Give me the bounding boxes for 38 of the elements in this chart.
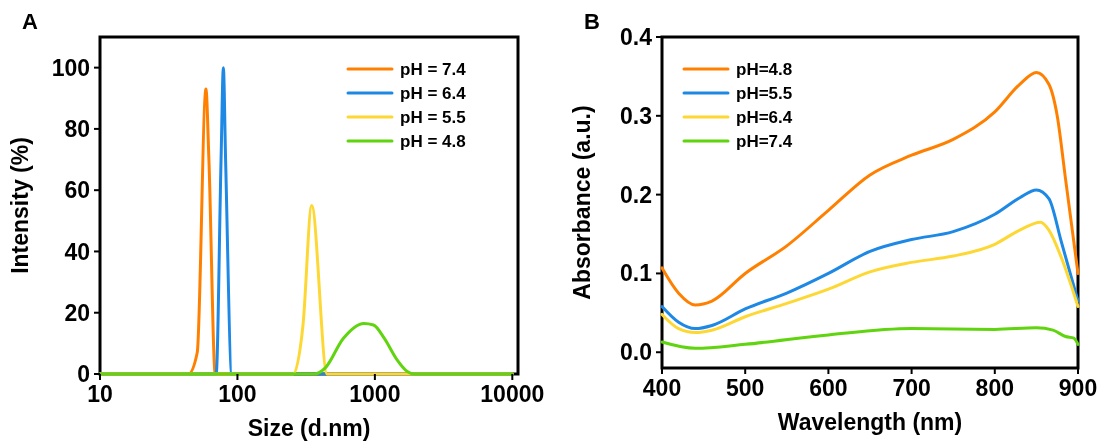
x-axis-title: Wavelength (nm) [777, 409, 963, 435]
y-tick-label: 0.1 [620, 260, 653, 287]
legend-label: pH = 7.4 [400, 59, 467, 79]
y-tick-label: 60 [64, 177, 90, 204]
x-tick-label: 1000 [349, 381, 401, 407]
x-axis-title: Size (d.nm) [247, 415, 371, 441]
legend-label: pH = 4.8 [400, 131, 466, 151]
y-tick-label: 100 [51, 54, 90, 81]
legend-label: pH=4.8 [736, 59, 793, 79]
legend-label: pH = 5.5 [400, 107, 466, 127]
y-tick-label: 40 [64, 238, 90, 265]
y-tick-label: 80 [64, 115, 90, 142]
x-tick-label: 500 [726, 375, 765, 401]
y-tick-label: 0 [77, 361, 90, 388]
x-tick-label: 10 [87, 381, 113, 407]
legend-label: pH=7.4 [736, 131, 793, 151]
legend-label: pH=5.5 [736, 83, 793, 103]
line-series [660, 220, 1080, 335]
y-axis-title: Absorbance (a.u.) [569, 105, 595, 300]
line-series [660, 188, 1080, 331]
y-tick-label: 0.4 [620, 24, 653, 51]
legend-label: pH=6.4 [736, 107, 793, 127]
x-tick-label: 700 [892, 375, 931, 401]
x-tick-label: 600 [809, 375, 848, 401]
y-tick-label: 20 [64, 299, 90, 326]
chart-title: B [584, 9, 600, 34]
y-tick-label: 0.3 [620, 102, 652, 129]
line-series [660, 326, 1080, 350]
y-tick-label: 0.2 [620, 181, 652, 208]
chart-title: A [22, 9, 38, 34]
x-tick-label: 900 [1058, 375, 1098, 401]
x-tick-label: 100 [218, 381, 257, 407]
x-tick-label: 800 [975, 375, 1014, 401]
x-tick-label: 400 [642, 375, 682, 401]
y-tick-label: 0.0 [620, 339, 652, 366]
legend-label: pH = 6.4 [400, 83, 467, 103]
y-axis-title: Intensity (%) [7, 137, 33, 274]
x-tick-label: 10000 [480, 381, 545, 407]
